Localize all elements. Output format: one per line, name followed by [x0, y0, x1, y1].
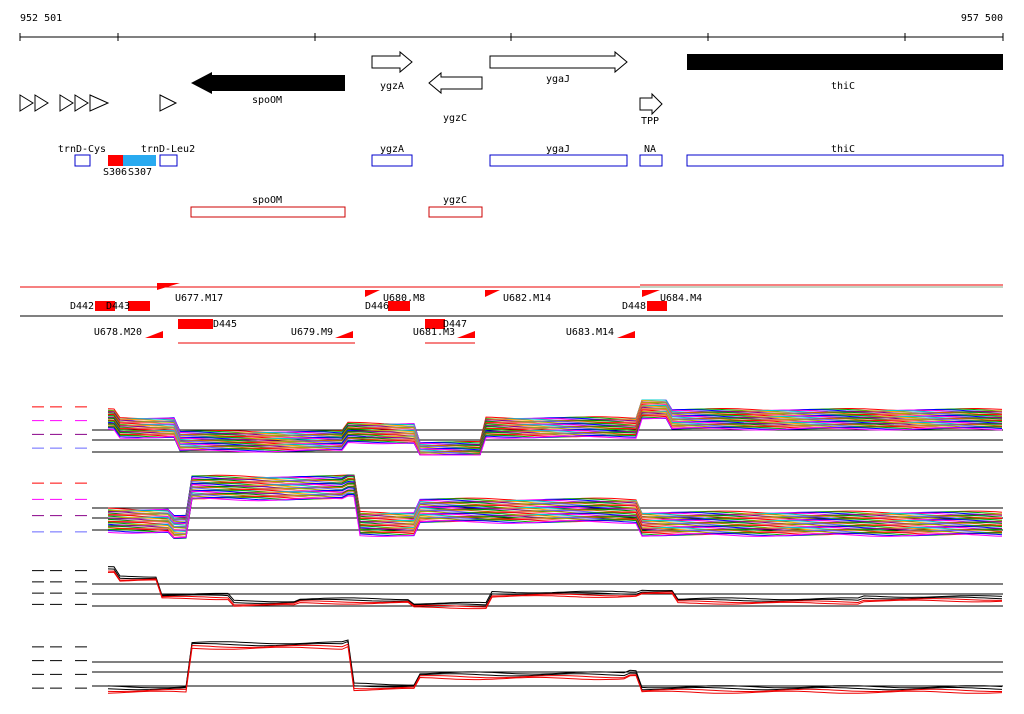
- ruler-ticks: [19, 33, 1004, 41]
- feature-label: trnD-Cys: [58, 144, 106, 155]
- feature-label: D442: [70, 301, 94, 312]
- segment-blocks: [95, 283, 667, 338]
- feature-label: D445: [213, 319, 237, 330]
- feature-label: U678.M20: [94, 327, 142, 338]
- gene-arrow: [191, 72, 345, 94]
- feature-label: trnD-Leu2: [141, 144, 195, 155]
- feature-label: U680.M8: [383, 293, 425, 304]
- profile-line: [107, 495, 1003, 539]
- feature-label: ygzC: [443, 113, 467, 124]
- profile-line: [107, 493, 1003, 539]
- gene-arrow: [639, 92, 663, 116]
- profile-line: [107, 571, 1003, 610]
- segment-lines: [20, 284, 1003, 344]
- feature-label: D443: [106, 301, 130, 312]
- profile-line: [107, 645, 1003, 694]
- gene-arrow: [428, 71, 483, 95]
- feature-label: S306: [103, 167, 127, 178]
- profile-line: [107, 568, 1003, 606]
- feature-label: U682.M14: [503, 293, 551, 304]
- feature-label: ygzA: [380, 81, 404, 92]
- feature-label: U679.M9: [291, 327, 333, 338]
- feature-label: NA: [644, 144, 656, 155]
- profile-line: [107, 643, 1002, 692]
- feature-label: spoOM: [252, 195, 282, 206]
- feature-label: spoOM: [252, 95, 282, 106]
- ruler-start: 952 501: [20, 13, 62, 24]
- small-features: [19, 94, 178, 112]
- expression-tracks: [32, 399, 1003, 694]
- feature-label: ygzC: [443, 195, 467, 206]
- feature-label: ygzA: [380, 144, 404, 155]
- profile-line: [108, 570, 1002, 608]
- feature-label: TPP: [641, 116, 659, 127]
- feature-label: D448: [622, 301, 646, 312]
- gene-block: [687, 54, 1003, 70]
- feature-label: D447: [443, 319, 467, 330]
- feature-label: thiC: [831, 81, 855, 92]
- feature-label: U677.M17: [175, 293, 223, 304]
- annotation-boxes: [74, 154, 1004, 218]
- profile-line: [107, 417, 1003, 456]
- profile-line: [107, 566, 1003, 605]
- feature-label: U684.M4: [660, 293, 702, 304]
- feature-label: U681.M3: [413, 327, 455, 338]
- gene-arrow: [371, 50, 413, 74]
- feature-label: S307: [128, 167, 152, 178]
- profile-line: [107, 482, 1003, 528]
- gene-arrow: [489, 50, 628, 74]
- feature-label: U683.M14: [566, 327, 614, 338]
- feature-label: ygaJ: [546, 144, 570, 155]
- feature-label: D446: [365, 301, 389, 312]
- profile-line: [107, 640, 1003, 691]
- profile-line: [107, 639, 1003, 689]
- feature-label: thiC: [831, 144, 855, 155]
- ruler-end: 957 500: [961, 13, 1003, 24]
- feature-label: ygaJ: [546, 74, 570, 85]
